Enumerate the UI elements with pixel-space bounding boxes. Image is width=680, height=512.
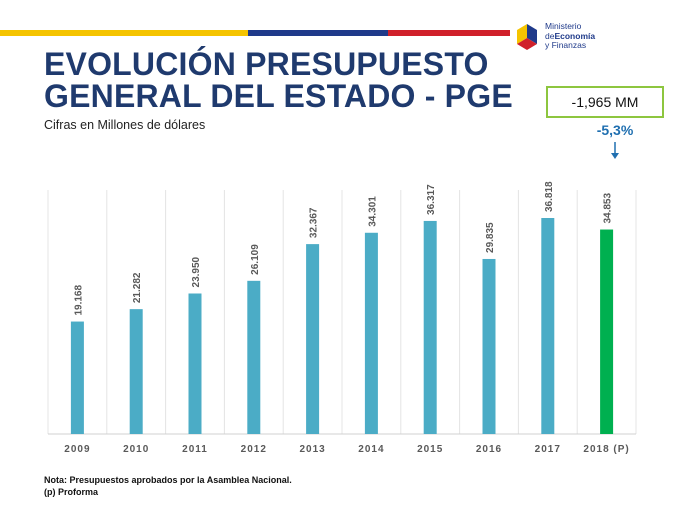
logo-line-1: Ministerio (545, 21, 582, 31)
bar-2010 (129, 309, 143, 434)
title-line-2: GENERAL DEL ESTADO - PGE (44, 78, 513, 114)
bar-2014 (364, 232, 378, 434)
x-tick-label: 2012 (241, 444, 267, 455)
x-tick-label: 2010 (123, 444, 149, 455)
x-tick-label: 2011 (182, 444, 208, 455)
data-label: 21.282 (132, 272, 143, 303)
x-tick-label: 2014 (358, 444, 384, 455)
percent-change: -5,3% (580, 122, 650, 160)
footnote: Nota: Presupuestos aprobados por la Asam… (44, 474, 292, 498)
bar-2015 (423, 220, 437, 434)
x-tick-label: 2013 (299, 444, 325, 455)
data-label: 34.853 (603, 193, 614, 224)
bar-2016 (482, 258, 496, 434)
footnote-note: Nota: Presupuestos aprobados por la Asam… (44, 475, 292, 485)
page-title: EVOLUCIÓN PRESUPUESTO GENERAL DEL ESTADO… (44, 48, 513, 112)
logo-line-2: deEconomía (545, 30, 596, 41)
logo-line-3: y Finanzas (545, 40, 587, 50)
data-label: 36.317 (426, 184, 437, 215)
x-tick-label: 2016 (476, 444, 502, 455)
bar-2017 (541, 218, 555, 434)
x-tick-label: 2017 (535, 444, 561, 455)
ministry-logo: Ministerio deEconomía y Finanzas (515, 21, 635, 62)
bar-2013 (306, 244, 320, 434)
bar-2018 (P) (600, 229, 614, 434)
header-stripe-yellow (0, 30, 248, 36)
data-label: 23.950 (191, 256, 202, 287)
bar-2009 (70, 321, 84, 434)
ministry-emblem-icon (517, 24, 537, 50)
page-subtitle: Cifras en Millones de dólares (44, 118, 206, 132)
ministry-name: Ministerio deEconomía y Finanzas (545, 21, 596, 51)
difference-callout: -1,965 MM (546, 86, 664, 118)
header-stripe-blue (248, 30, 388, 36)
bar-2011 (188, 293, 202, 434)
data-label: 26.109 (250, 244, 261, 275)
percent-change-label: -5,3% (596, 122, 634, 138)
data-label: 32.367 (309, 207, 320, 238)
footnote-legend: (p) Proforma (44, 487, 98, 497)
x-tick-label: 2018 (P) (583, 444, 629, 455)
header-stripe-red (388, 30, 510, 36)
data-label: 36.818 (544, 181, 555, 212)
x-tick-label: 2015 (417, 444, 443, 455)
data-label: 34.301 (367, 196, 378, 227)
bar-2012 (247, 280, 261, 434)
x-tick-label: 2009 (64, 444, 90, 455)
data-label: 19.168 (73, 285, 84, 316)
title-line-1: EVOLUCIÓN PRESUPUESTO (44, 46, 489, 82)
down-arrow-icon (611, 142, 619, 159)
data-label: 29.835 (485, 222, 496, 253)
